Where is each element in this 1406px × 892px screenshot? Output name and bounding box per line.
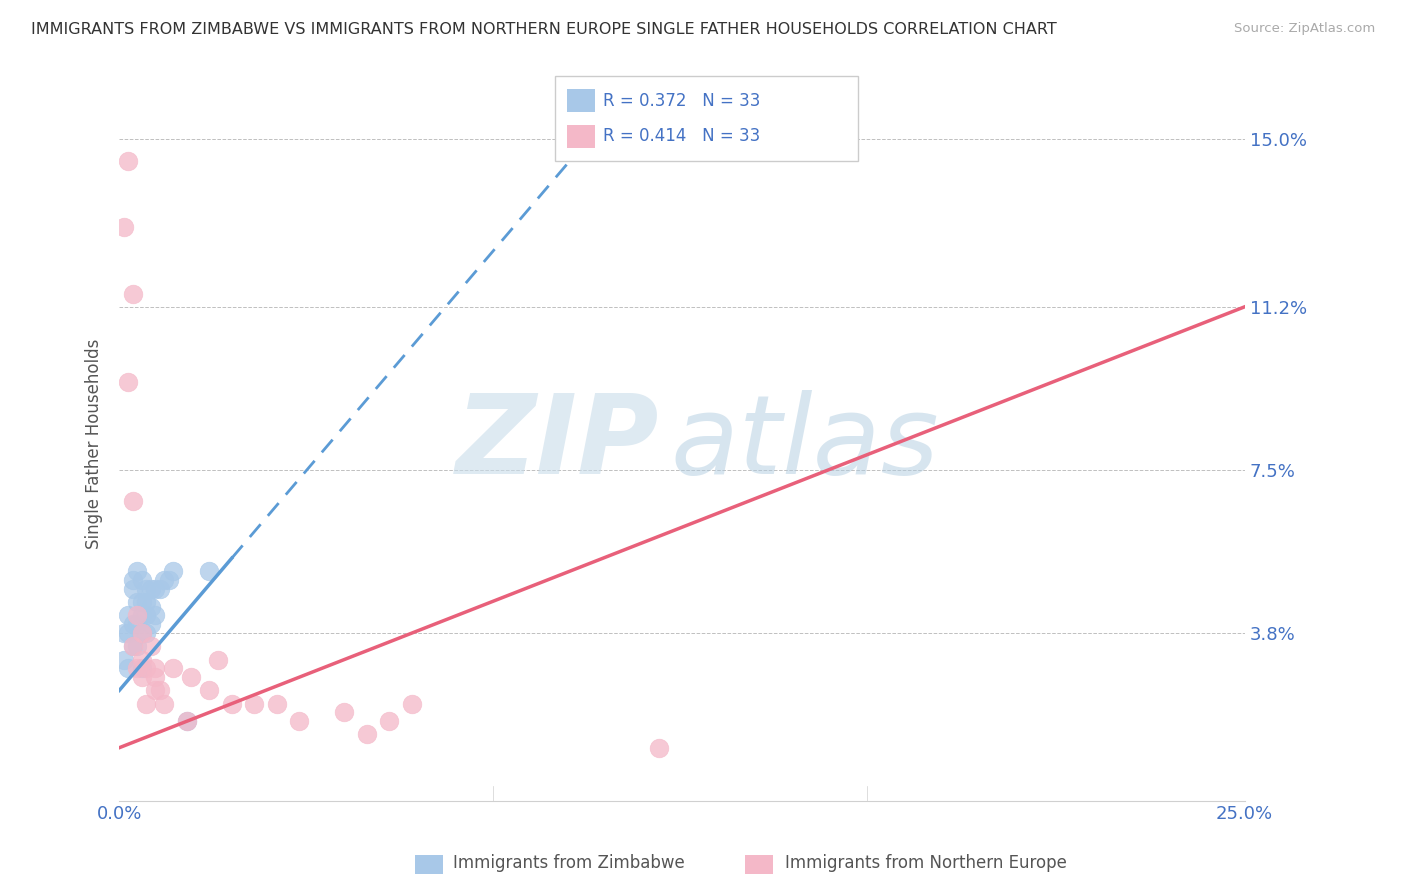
Point <box>221 697 243 711</box>
Point <box>131 670 153 684</box>
Point <box>266 697 288 711</box>
Point <box>378 714 401 729</box>
Point <box>135 608 157 623</box>
Point <box>127 617 149 632</box>
Point <box>135 582 157 596</box>
Point <box>139 640 162 654</box>
Point <box>153 573 176 587</box>
Point <box>135 595 157 609</box>
Point <box>135 626 157 640</box>
Text: IMMIGRANTS FROM ZIMBABWE VS IMMIGRANTS FROM NORTHERN EUROPE SINGLE FATHER HOUSEH: IMMIGRANTS FROM ZIMBABWE VS IMMIGRANTS F… <box>31 22 1057 37</box>
Point <box>135 697 157 711</box>
Point <box>131 595 153 609</box>
Point <box>648 740 671 755</box>
Point <box>139 599 162 614</box>
Point <box>121 640 143 654</box>
Point <box>356 727 378 741</box>
Point <box>135 661 157 675</box>
Point <box>401 697 423 711</box>
Point <box>153 697 176 711</box>
Point <box>149 582 172 596</box>
Point <box>333 706 356 720</box>
Point <box>121 582 143 596</box>
Point <box>127 640 149 654</box>
Point <box>143 608 166 623</box>
Point <box>176 714 198 729</box>
Point <box>176 714 198 729</box>
Point <box>143 683 166 698</box>
Point <box>131 608 153 623</box>
Point <box>162 565 184 579</box>
Point <box>121 640 143 654</box>
Text: atlas: atlas <box>671 390 939 497</box>
Point <box>243 697 266 711</box>
Point <box>127 661 149 675</box>
Text: ZIP: ZIP <box>456 390 659 497</box>
Point <box>127 608 149 623</box>
Point <box>117 608 139 623</box>
Point <box>117 661 139 675</box>
Point <box>198 565 221 579</box>
Y-axis label: Single Father Households: Single Father Households <box>86 338 103 549</box>
Point <box>207 652 229 666</box>
Point <box>149 683 172 698</box>
Text: R = 0.414   N = 33: R = 0.414 N = 33 <box>603 128 761 145</box>
Point <box>112 652 135 666</box>
Point <box>117 154 139 169</box>
Point <box>121 286 143 301</box>
Point <box>143 661 166 675</box>
Point <box>180 670 202 684</box>
Text: Immigrants from Zimbabwe: Immigrants from Zimbabwe <box>453 855 685 872</box>
Point <box>131 626 153 640</box>
Point <box>139 617 162 632</box>
Point <box>121 617 143 632</box>
Point <box>288 714 311 729</box>
Text: Source: ZipAtlas.com: Source: ZipAtlas.com <box>1234 22 1375 36</box>
Point <box>143 670 166 684</box>
Point <box>117 375 139 389</box>
Point <box>117 626 139 640</box>
Point <box>112 220 135 235</box>
Point <box>121 573 143 587</box>
Point <box>131 652 153 666</box>
Point <box>127 595 149 609</box>
Text: R = 0.372   N = 33: R = 0.372 N = 33 <box>603 92 761 110</box>
Point <box>157 573 180 587</box>
Text: Immigrants from Northern Europe: Immigrants from Northern Europe <box>785 855 1066 872</box>
Point <box>139 582 162 596</box>
Point <box>198 683 221 698</box>
Point <box>112 626 135 640</box>
Point <box>162 661 184 675</box>
Point <box>131 573 153 587</box>
Point <box>131 661 153 675</box>
Point <box>131 626 153 640</box>
Point <box>121 493 143 508</box>
Point <box>127 565 149 579</box>
Point <box>143 582 166 596</box>
